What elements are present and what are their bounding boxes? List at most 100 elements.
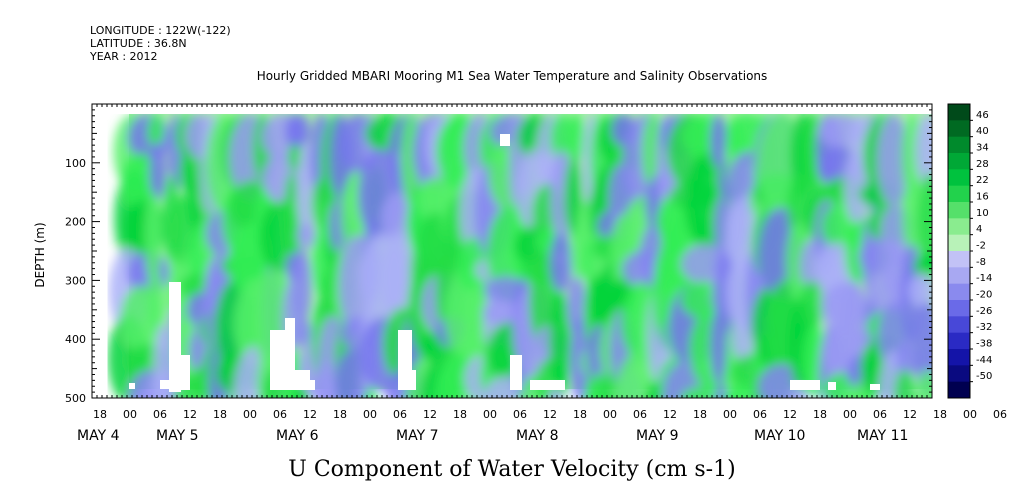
colorbar-label: -2 xyxy=(976,240,986,251)
colorbar-label: 34 xyxy=(976,142,989,153)
x-day-label: MAY 10 xyxy=(754,428,805,444)
missing-data xyxy=(398,330,412,390)
x-day-label: MAY 7 xyxy=(396,428,438,444)
colorbar-swatch xyxy=(948,104,970,121)
x-hour-label: 06 xyxy=(513,408,527,421)
x-hour-label: 06 xyxy=(873,408,887,421)
x-hour-label: 12 xyxy=(183,408,197,421)
x-hour-label: 06 xyxy=(393,408,407,421)
missing-data xyxy=(500,134,510,146)
missing-data xyxy=(180,355,190,390)
colorbar-label: 22 xyxy=(976,175,989,186)
missing-data xyxy=(790,380,820,390)
colorbar-swatch xyxy=(948,332,970,350)
x-hour-label: 12 xyxy=(423,408,437,421)
colorbar-label: -26 xyxy=(976,306,992,317)
missing-data xyxy=(410,370,416,390)
colorbar-swatch xyxy=(948,283,970,301)
x-hour-label: 00 xyxy=(243,408,257,421)
y-tick-label: 100 xyxy=(65,157,86,170)
colorbar-label: 4 xyxy=(976,224,982,235)
heatmap-field xyxy=(92,104,932,398)
colorbar-swatch xyxy=(948,381,970,399)
colorbar-label: -8 xyxy=(976,257,986,268)
missing-data xyxy=(870,384,880,390)
missing-data xyxy=(160,380,174,389)
colorbar: 46 40 34 28 22 16 10 4 -2 -8 -14 -20 -26 -32 -38 -44 -50 xyxy=(947,103,992,399)
y-tick-label: 400 xyxy=(65,333,86,346)
x-hour-label: 12 xyxy=(903,408,917,421)
latitude-text: LATITUDE : 36.8N xyxy=(90,37,187,50)
x-hour-label: 06 xyxy=(993,408,1007,421)
colorbar-label: 10 xyxy=(976,208,989,219)
x-hour-label: 12 xyxy=(303,408,317,421)
colorbar-label: 40 xyxy=(976,126,989,137)
colorbar-swatch xyxy=(948,300,970,317)
missing-data xyxy=(270,330,285,390)
x-hour-label: 00 xyxy=(723,408,737,421)
x-hour-label: 06 xyxy=(753,408,767,421)
missing-data xyxy=(530,380,565,390)
x-hour-label: 12 xyxy=(663,408,677,421)
x-hour-label: 18 xyxy=(93,408,107,421)
colorbar-label: -14 xyxy=(976,273,992,284)
colorbar-label: 28 xyxy=(976,159,989,170)
y-tick-label: 500 xyxy=(65,392,86,405)
y-axis-label: DEPTH (m) xyxy=(33,222,47,287)
variable-title: U Component of Water Velocity (cm s-1) xyxy=(288,457,735,482)
y-tick-label: 200 xyxy=(65,216,86,229)
x-day-label: MAY 9 xyxy=(636,428,678,444)
colorbar-swatch xyxy=(948,316,970,334)
colorbar-swatch xyxy=(948,202,970,219)
missing-data xyxy=(510,355,522,390)
x-day-label: MAY 11 xyxy=(857,428,908,444)
x-hour-label: 18 xyxy=(693,408,707,421)
x-day-label: MAY 6 xyxy=(276,428,319,444)
x-hour-label: 18 xyxy=(213,408,227,421)
colorbar-label: -44 xyxy=(976,355,992,366)
colorbar-label: -38 xyxy=(976,338,992,349)
y-tick-label: 300 xyxy=(65,274,86,287)
missing-data xyxy=(828,382,836,390)
x-day-label: MAY 4 xyxy=(77,428,120,444)
colorbar-swatch xyxy=(948,120,970,138)
colorbar-swatch xyxy=(948,267,970,285)
x-hour-label: 00 xyxy=(483,408,497,421)
colorbar-swatch xyxy=(948,218,970,236)
x-hour-label: 06 xyxy=(273,408,287,421)
colorbar-swatch xyxy=(948,153,970,170)
missing-data xyxy=(169,282,181,392)
colorbar-label: -32 xyxy=(976,322,992,333)
x-hour-label: 18 xyxy=(573,408,587,421)
x-day-label: MAY 5 xyxy=(156,428,198,444)
longitude-text: LONGITUDE : 122W(-122) xyxy=(90,24,231,37)
missing-data xyxy=(285,318,295,390)
colorbar-label: -50 xyxy=(976,371,992,382)
x-hour-label: 12 xyxy=(783,408,797,421)
x-hour-label: 18 xyxy=(813,408,827,421)
x-hour-label: 18 xyxy=(933,408,947,421)
x-hour-label: 18 xyxy=(453,408,467,421)
year-text: YEAR : 2012 xyxy=(90,50,158,63)
x-hour-label: 18 xyxy=(333,408,347,421)
x-hour-label: 00 xyxy=(363,408,377,421)
colorbar-swatch xyxy=(948,234,970,252)
x-hour-label: 06 xyxy=(633,408,647,421)
x-axis: 18 00 06 12 18 00 06 12 18 00 06 12 18 00 06 12 18 00 06 12… xyxy=(77,104,1007,444)
x-hour-label: 06 xyxy=(153,408,167,421)
colorbar-swatch xyxy=(948,349,970,366)
colorbar-label: -20 xyxy=(976,289,992,300)
y-axis: 100 200 300 400 500 xyxy=(65,103,932,405)
colorbar-swatch xyxy=(948,136,970,154)
x-hour-label: 00 xyxy=(123,408,137,421)
missing-data xyxy=(305,380,315,390)
colorbar-swatch xyxy=(948,365,970,383)
colorbar-swatch xyxy=(948,251,970,268)
colorbar-swatch xyxy=(948,185,970,203)
x-hour-label: 00 xyxy=(963,408,977,421)
colorbar-swatch xyxy=(948,169,970,187)
x-hour-label: 00 xyxy=(843,408,857,421)
missing-data xyxy=(129,383,135,389)
x-hour-label: 12 xyxy=(543,408,557,421)
